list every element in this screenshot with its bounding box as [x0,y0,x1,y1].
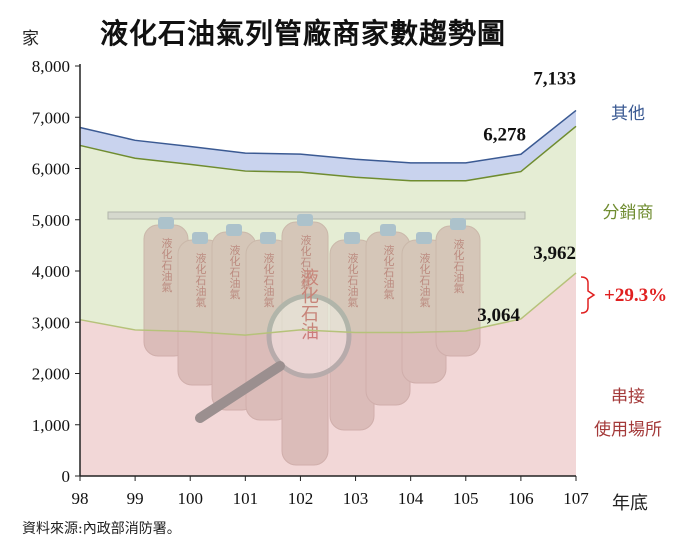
cylinder-valve [226,224,242,236]
line-distributor-top [79,125,577,182]
cylinder-valve [450,218,466,230]
x-tick-label: 103 [343,489,369,508]
source-note: 資料來源:內政部消防署。 [22,521,181,537]
x-tick-label: 99 [127,489,144,508]
cylinder-label: 液化石油氣 [228,243,241,299]
cylinder-valve [297,214,313,226]
x-tick-label: 106 [508,489,534,508]
y-axis-unit-label: 家 [22,29,39,49]
cylinder-valve [416,232,432,244]
cylinder-valve [158,217,174,229]
x-tick-label: 101 [233,489,259,508]
cylinder-label: 液化石油氣 [160,236,173,292]
magnifier-handle [195,361,285,423]
lpg-cylinder-illustration: 液化石油氣 液化石油氣 液化石油氣 液化石油氣 液化石油氣 液化石油氣 液化石油氣 液化石油氣… [107,211,526,466]
y-tick-label: 7,000 [32,108,70,127]
data-label: 3,064 [477,305,520,326]
cylinder-valve [344,232,360,244]
growth-label: +29.3% [604,285,667,306]
series-label: 串接 [611,387,645,406]
cylinder-valve [260,232,276,244]
line-direct-use-top [79,272,577,336]
x-tick-label: 105 [453,489,479,508]
x-tick-label: 104 [398,489,424,508]
cylinder-label: 液化石油氣 [382,243,395,299]
y-tick-label: 1,000 [32,416,70,435]
series-label: 其他 [611,104,645,123]
y-tick-label: 8,000 [32,57,70,76]
data-label: 6,278 [483,124,526,145]
data-label: 7,133 [533,68,576,89]
y-tick-label: 5,000 [32,211,70,230]
y-tick-label: 6,000 [32,160,70,179]
x-tick-label: 107 [563,489,589,508]
series-label: 分銷商 [603,203,654,222]
cylinder-label: 液化石油氣 [299,233,312,289]
x-axis-suffix-label: 年底 [612,493,648,514]
magnifier-label: 液化石油 [299,268,319,340]
pipe-bar [107,211,526,220]
cylinder-label: 液化石油氣 [418,251,431,307]
y-tick-label: 0 [62,467,71,486]
chart-title: 液化石油氣列管廠商家數趨勢圖 [100,17,507,50]
cylinder-label: 液化石油氣 [346,251,359,307]
series-label: 使用場所 [594,419,662,439]
cylinder-label: 液化石油氣 [262,251,275,307]
axes-layer: 0 1,000 2,000 3,000 4,000 5,000 6,000 7,000 8,00… [32,57,590,508]
x-tick-label: 102 [288,489,314,508]
x-tick-label: 98 [72,489,89,508]
cylinder-label: 液化石油氣 [194,251,207,307]
y-tick-label: 3,000 [32,313,70,332]
y-tick-label: 4,000 [32,262,70,281]
magnifier-lens [266,293,352,379]
line-layer [79,109,577,336]
growth-bracket [580,276,596,314]
cylinder-valve [380,224,396,236]
cylinder-valve [192,232,208,244]
data-label: 3,962 [533,243,576,264]
y-tick-label: 2,000 [32,365,70,384]
cylinder-label: 液化石油氣 [452,237,465,293]
line-total [79,109,577,164]
x-tick-label: 100 [177,489,203,508]
